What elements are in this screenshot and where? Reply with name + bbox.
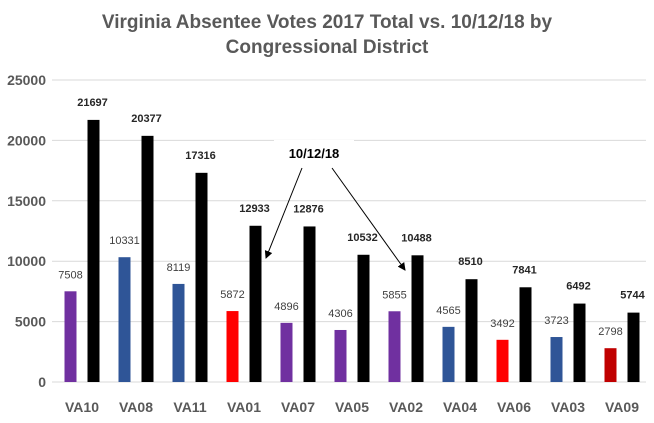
data-label-101218: 8510 — [458, 256, 482, 268]
data-label-101218: 10532 — [347, 232, 378, 244]
y-tick-label: 15000 — [7, 193, 46, 209]
x-tick-label: VA04 — [443, 399, 477, 415]
data-label-2017: 3492 — [490, 318, 514, 330]
x-tick-label: VA07 — [281, 399, 315, 415]
bar-101218 — [87, 119, 100, 382]
x-tick-label: VA06 — [497, 399, 531, 415]
annotation-box — [274, 140, 354, 164]
y-tick-label: 20000 — [7, 132, 46, 148]
x-tick-label: VA09 — [605, 399, 639, 415]
data-label-101218: 17316 — [185, 150, 216, 162]
data-label-101218: 6492 — [566, 281, 590, 293]
data-label-2017: 7508 — [58, 269, 82, 281]
data-label-2017: 2798 — [598, 326, 622, 338]
data-label-101218: 5744 — [620, 290, 645, 302]
bar-2017 — [172, 283, 185, 382]
data-label-101218: 7841 — [512, 264, 536, 276]
bar-2017 — [550, 337, 563, 382]
bar-2017 — [334, 329, 347, 382]
data-label-2017: 5872 — [220, 289, 244, 301]
bar-101218 — [573, 303, 586, 382]
bar-2017 — [388, 311, 401, 382]
bar-2017 — [226, 311, 239, 382]
bar-101218 — [627, 312, 640, 382]
bar-101218 — [411, 255, 424, 382]
bar-2017 — [280, 322, 293, 382]
bar-101218 — [357, 254, 370, 382]
y-tick-label: 5000 — [15, 314, 46, 330]
y-tick-label: 25000 — [7, 72, 46, 88]
annotation-arrow-va01 — [264, 167, 303, 259]
data-label-2017: 3723 — [544, 315, 568, 327]
annotation-arrow-va02 — [331, 167, 406, 271]
data-label-2017: 4565 — [436, 305, 460, 317]
bar-101218 — [303, 226, 316, 382]
annotation-label: 10/12/18 — [289, 146, 340, 161]
bar-2017 — [118, 257, 131, 382]
data-label-2017: 5855 — [382, 289, 406, 301]
data-label-101218: 20377 — [131, 113, 162, 125]
bar-2017 — [604, 348, 617, 382]
bar-2017 — [496, 339, 509, 382]
x-tick-label: VA01 — [227, 399, 261, 415]
data-label-101218: 12876 — [293, 203, 324, 215]
data-label-2017: 8119 — [167, 262, 191, 274]
x-tick-label: VA05 — [335, 399, 369, 415]
data-label-101218: 10488 — [401, 232, 432, 244]
bar-101218 — [141, 135, 154, 382]
x-tick-label: VA02 — [389, 399, 423, 415]
bar-2017 — [442, 326, 455, 382]
data-label-2017: 4896 — [274, 301, 298, 313]
y-tick-label: 10000 — [7, 253, 46, 269]
data-label-101218: 12933 — [239, 203, 270, 215]
chart-title-line-2: Congressional District — [225, 37, 429, 58]
bar-2017 — [64, 291, 77, 382]
bar-101218 — [195, 172, 208, 382]
data-label-2017: 4306 — [328, 308, 352, 320]
bar-101218 — [465, 279, 478, 382]
y-tick-label: 0 — [38, 374, 46, 390]
x-tick-label: VA03 — [551, 399, 585, 415]
data-label-2017: 10331 — [109, 235, 140, 247]
x-tick-label: VA11 — [173, 399, 206, 415]
x-tick-label: VA10 — [65, 399, 99, 415]
x-tick-label: VA08 — [119, 399, 153, 415]
chart-title-line-1: Virginia Absentee Votes 2017 Total vs. 1… — [101, 12, 553, 33]
bar-101218 — [249, 225, 262, 382]
data-label-101218: 21697 — [77, 97, 108, 109]
bar-101218 — [519, 287, 532, 382]
